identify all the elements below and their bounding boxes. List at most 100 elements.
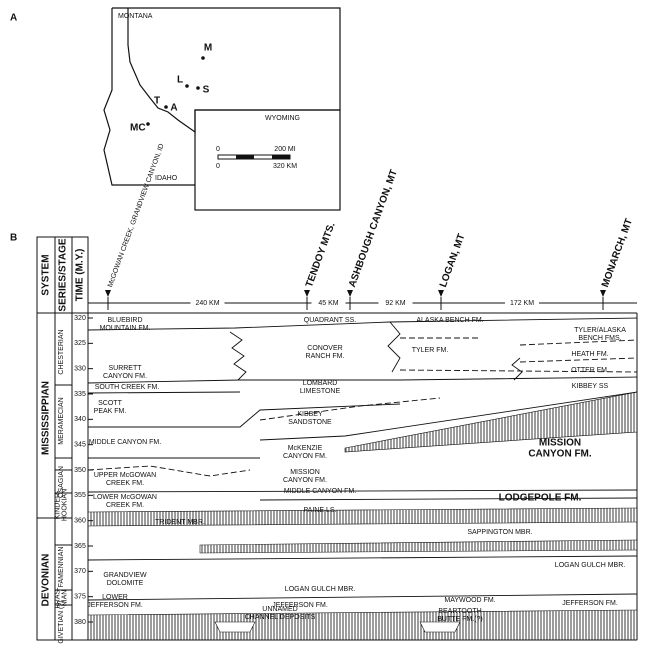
state-label: MONTANA — [118, 13, 153, 20]
formation-label: LODGEPOLE FM. — [499, 493, 582, 504]
site-label: M — [204, 43, 212, 54]
distance-label: 240 KM — [195, 300, 219, 307]
time-tick-label: 325 — [74, 340, 86, 347]
formation-label: BEARTOOTH — [438, 608, 481, 615]
time-tick-label: 330 — [74, 366, 86, 373]
scale-bar — [217, 154, 291, 160]
formation-label: QUADRANT SS. — [304, 317, 356, 324]
time-tick-label: 375 — [74, 594, 86, 601]
formation-label: BLUEBIRD — [107, 317, 142, 324]
formation-label: TYLER FM. — [412, 347, 449, 354]
time-tick-label: 360 — [74, 518, 86, 525]
formation-label: BENCH FMS. — [578, 335, 621, 342]
formation-label: MISSION — [539, 438, 581, 449]
formation-label: MIDDLE CANYON FM. — [284, 488, 356, 495]
distance-bg — [378, 298, 413, 308]
formation-label: MIDDLE CANYON FM. — [89, 439, 161, 446]
formation-label: MAYWOOD FM. — [444, 597, 495, 604]
formation-label: BUTTE FM.(?) — [437, 616, 483, 623]
series-label: KINDER- — [54, 490, 61, 519]
distance-label: 92 KM — [385, 300, 405, 307]
formation-label: CANYON FM. — [528, 449, 592, 460]
scale-label: 0 — [216, 163, 220, 170]
distance-label: 172 KM — [510, 300, 534, 307]
station-arrow — [347, 290, 353, 297]
column-header: SYSTEM — [41, 254, 52, 295]
station-arrow — [304, 290, 310, 297]
formation-label: RANCH FM. — [306, 353, 345, 360]
formation-label: JEFFERSON FM. — [272, 602, 328, 609]
time-tick-label: 345 — [74, 442, 86, 449]
formation-label: SANDSTONE — [288, 419, 332, 426]
formation-label: DOLOMITE — [107, 580, 144, 587]
panel-label: B — [10, 233, 17, 244]
formation-label: PAINE LS. — [304, 507, 337, 514]
wyoming-border — [194, 109, 341, 211]
station-label: LOGAN, MT — [438, 232, 468, 288]
formation-label: LOGAN GULCH MBR. — [285, 586, 355, 593]
formation-label: LOWER — [102, 594, 128, 601]
station-arrow — [600, 290, 606, 297]
formation-label: UNNAMED — [262, 606, 297, 613]
hatched-units — [87, 391, 638, 641]
time-tick-label: 370 — [74, 568, 86, 575]
site-label: MC — [130, 123, 146, 134]
series-label: NIAN — [61, 590, 68, 607]
column-header: SERIES/STAGE — [58, 238, 69, 311]
distance-label: 45 KM — [318, 300, 338, 307]
scale-label: 200 MI — [274, 146, 295, 153]
site-label: A — [170, 103, 177, 114]
time-tick-label: 355 — [74, 492, 86, 499]
formation-label: SCOTT — [98, 400, 122, 407]
system-label: MISSISSIPPIAN — [41, 381, 52, 455]
formation-label: HEATH FM. — [571, 351, 608, 358]
station-label: McGOWAN CREEK, GRANDVIEW CANYON, ID — [107, 143, 166, 288]
map — [103, 7, 341, 211]
formation-label: SURRETT — [108, 365, 142, 372]
formation-label: PEAK FM. — [94, 408, 127, 415]
formation-label: KIBBEY — [297, 411, 323, 418]
series-label: FAMENNIAN — [58, 547, 65, 588]
panel-label: A — [10, 13, 17, 24]
formation-label: CANYON FM. — [103, 373, 147, 380]
site-dots — [146, 56, 205, 126]
series-label: GIVETIAN (?) — [58, 600, 65, 643]
idaho-border — [103, 8, 195, 186]
series-label: CHESTERIAN — [58, 329, 65, 374]
formation-label: CREEK FM. — [106, 480, 144, 487]
formation-label: UPPER McGOWAN — [94, 472, 156, 479]
formation-label: LOMBARD — [303, 380, 338, 387]
site-label: S — [203, 85, 210, 96]
formation-label: KIBBEY SS — [572, 383, 609, 390]
time-tick-label: 320 — [74, 315, 86, 322]
formation-label: MOUNTAIN FM. — [100, 325, 151, 332]
system-label: DEVONIAN — [41, 554, 52, 607]
formation-label: LOWER McGOWAN — [93, 494, 157, 501]
scale-label: 320 KM — [273, 163, 297, 170]
formation-label: CHANNEL DEPOSITS — [245, 614, 316, 621]
formation-label: CANYON FM. — [283, 477, 327, 484]
site-label: T — [154, 96, 160, 107]
station-arrow — [438, 290, 444, 297]
formation-label: JEFFERSON FM. — [87, 602, 143, 609]
formation-label: LOGAN GULCH MBR. — [555, 562, 625, 569]
formation-label: ALASKA BENCH FM. — [416, 317, 483, 324]
time-tick-label: 350 — [74, 467, 86, 474]
time-tick-label: 335 — [74, 391, 86, 398]
state-label: IDAHO — [155, 175, 178, 182]
station-label: MONARCH, MT — [600, 217, 635, 289]
state-label: WYOMING — [265, 115, 300, 122]
series-label: OSAGIAN — [58, 466, 65, 498]
contacts — [87, 302, 638, 601]
column-header: TIME (M.Y.) — [75, 249, 86, 302]
formation-label: MISSION — [290, 469, 320, 476]
time-tick-label: 340 — [74, 416, 86, 423]
formation-label: CREEK FM. — [106, 502, 144, 509]
site-label: L — [177, 75, 183, 86]
station-label: ASHBOUGH CANYON, MT — [347, 168, 400, 289]
series-label: HOOKIAN — [61, 489, 68, 521]
formation-label: SAPPINGTON MBR. — [467, 529, 532, 536]
time-tick-label: 365 — [74, 543, 86, 550]
distance-bg — [505, 298, 539, 308]
formation-label: CANYON FM. — [283, 453, 327, 460]
